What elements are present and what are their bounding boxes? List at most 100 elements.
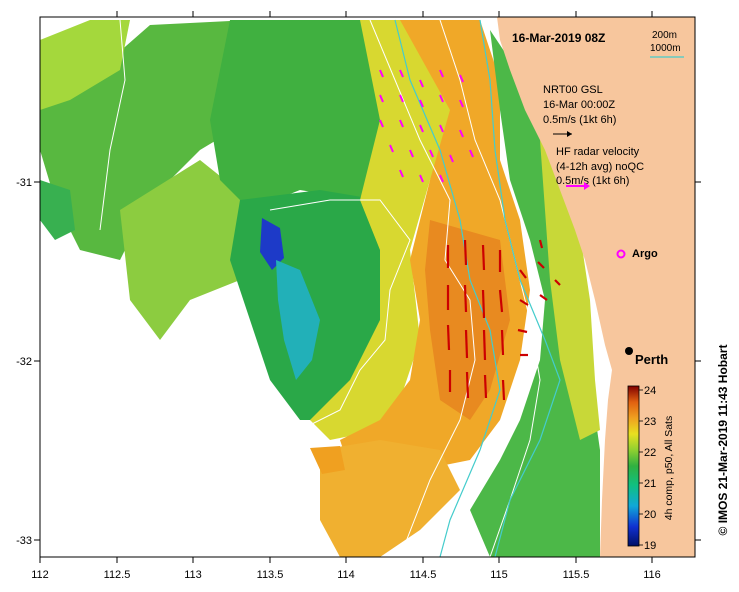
hf-arrow	[419, 124, 424, 133]
gsl-arrow	[500, 329, 505, 356]
tick-marks	[34, 11, 701, 563]
hf-legend-scale: 0.5m/s (1kt 6h)	[556, 175, 629, 187]
hf-arrow	[439, 94, 444, 103]
gsl-arrow	[482, 329, 487, 361]
date-title: 16-Mar-2019 08Z	[512, 31, 605, 45]
gsl-arrow	[483, 374, 488, 399]
gsl-arrow	[498, 289, 504, 313]
hf-legend-subtitle: (4-12h avg) noQC	[556, 161, 644, 173]
gsl-arrow	[446, 324, 451, 351]
hf-arrow	[459, 74, 464, 83]
colorbar-tick-label: 24	[644, 385, 656, 397]
hf-arrow	[459, 99, 464, 108]
y-tick-label: -33	[16, 535, 32, 547]
argo-marker-icon	[616, 249, 626, 259]
gsl-arrow	[463, 284, 468, 313]
colorbar-tick-label: 20	[644, 509, 656, 521]
gsl-arrow	[501, 379, 506, 401]
hf-arrow	[379, 69, 384, 78]
gsl-arrows	[446, 239, 561, 401]
gsl-legend-title: NRT00 GSL	[543, 84, 603, 96]
argo-label: Argo	[632, 248, 658, 260]
hf-arrow	[439, 124, 444, 133]
hf-arrow	[419, 79, 424, 88]
plot-frame	[39, 16, 696, 558]
y-axis-labels: -31 -32 -33	[16, 177, 32, 547]
hf-legend-arrowhead	[584, 182, 590, 190]
sst-coastal-yellow	[540, 140, 600, 440]
hf-arrow	[379, 94, 384, 103]
contour-1000m-3	[269, 199, 411, 431]
x-tick-label: 113.5	[257, 569, 284, 581]
sst-warm-orange-2	[425, 220, 510, 420]
hf-arrow	[439, 69, 444, 78]
x-axis-labels: 112 112.5 113 113.5 114 114.5 115 115.5 …	[31, 569, 661, 581]
gsl-legend-scale: 0.5m/s (1kt 6h)	[543, 114, 616, 126]
colorbar-tick-label: 19	[644, 540, 656, 552]
gsl-legend-arrowhead	[567, 131, 572, 137]
sst-far-west-green	[40, 180, 75, 240]
contour-1000m-4	[99, 19, 126, 231]
land-mass	[497, 17, 695, 557]
hf-arrow	[379, 119, 384, 128]
colorbar-ticks	[639, 389, 643, 546]
x-tick-label: 114	[337, 569, 355, 581]
contour-1000m	[369, 19, 476, 557]
hf-arrow	[399, 169, 404, 178]
contours	[99, 19, 561, 557]
contour-1000m-2	[439, 19, 541, 557]
gsl-arrow	[554, 279, 561, 286]
x-tick-label: 115.5	[563, 569, 590, 581]
sst-west-patch-2	[120, 160, 250, 340]
gsl-arrow	[519, 269, 527, 279]
contour-200m	[394, 19, 501, 557]
hf-arrow	[469, 149, 474, 158]
gsl-arrow	[519, 299, 529, 306]
hf-arrow	[429, 149, 434, 158]
colorbar-gradient	[627, 385, 640, 547]
sst-cyan-patch	[276, 260, 320, 380]
gsl-arrow	[539, 294, 548, 301]
hf-arrow	[399, 119, 404, 128]
contour-label-1000m: 1000m	[650, 43, 681, 54]
hf-arrow	[459, 129, 464, 138]
contour-label-200m: 200m	[652, 30, 677, 41]
sst-yellow-band	[310, 20, 470, 440]
x-tick-label: 114.5	[410, 569, 437, 581]
hf-arrow	[419, 174, 424, 183]
colorbar-tick-label: 21	[644, 478, 656, 490]
perth-label: Perth	[635, 352, 668, 367]
sst-southern-orange	[320, 440, 460, 557]
hf-arrow	[389, 144, 394, 153]
hf-arrow	[449, 154, 454, 163]
sst-field	[40, 20, 600, 557]
colorbar-tick-label: 23	[644, 416, 656, 428]
sst-small-orange	[310, 446, 345, 474]
x-tick-label: 113	[184, 569, 202, 581]
contour-200m-2	[479, 19, 561, 557]
gsl-arrow	[481, 244, 486, 271]
hf-arrow	[399, 69, 404, 78]
hf-arrows	[379, 69, 474, 183]
gsl-arrow	[465, 371, 470, 399]
colorbar-tick-label: 22	[644, 447, 656, 459]
hf-legend-title: HF radar velocity	[556, 146, 640, 158]
hf-arrow	[439, 174, 444, 183]
hf-arrow	[409, 149, 414, 158]
hf-arrow	[419, 99, 424, 108]
gsl-arrow	[464, 329, 469, 359]
x-tick-label: 112	[31, 569, 49, 581]
gsl-arrow	[537, 261, 545, 269]
gsl-arrow	[481, 289, 486, 319]
y-tick-label: -32	[16, 356, 32, 368]
y-tick-label: -31	[16, 177, 32, 189]
sst-inshore-green	[470, 30, 600, 557]
colorbar-labels: 24 23 22 21 20 19	[644, 385, 656, 552]
perth-marker-icon	[625, 347, 633, 355]
gsl-arrow	[517, 328, 528, 334]
x-tick-label: 116	[643, 569, 661, 581]
credit-text: © IMOS 21-Mar-2019 11:43 Hobart	[716, 345, 730, 536]
gsl-arrow	[538, 239, 544, 249]
x-tick-label: 112.5	[104, 569, 131, 581]
sst-central-green	[210, 20, 420, 210]
